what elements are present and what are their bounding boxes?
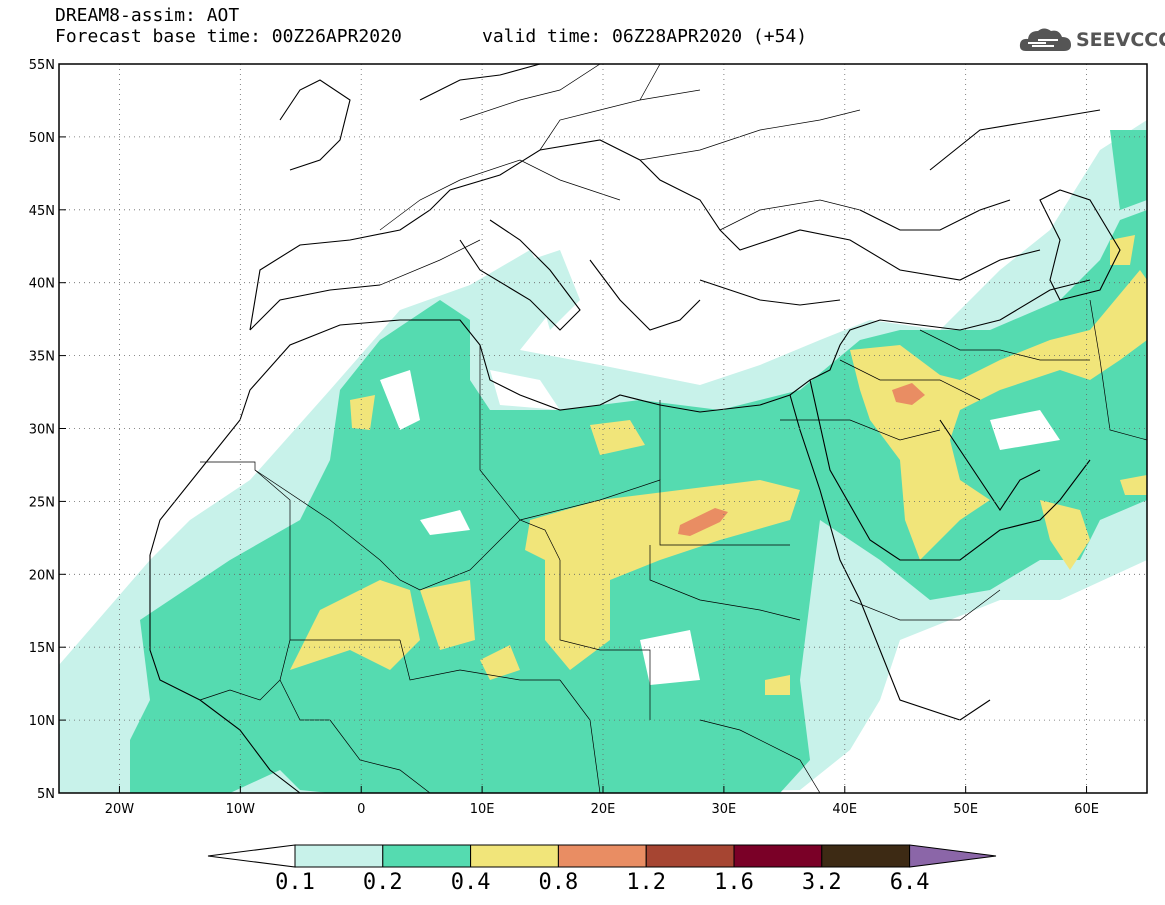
aot-area-0.4 (350, 395, 375, 430)
forecast-base-time: Forecast base time: 00Z26APR2020 (55, 26, 402, 47)
colorbar-label: 3.2 (801, 870, 842, 895)
lon-tick-label: 10E (470, 802, 495, 817)
colorbar-swatch (382, 844, 472, 868)
colorbar-swatch (294, 844, 384, 868)
lat-tick-label: 55N (29, 58, 55, 73)
aot-area-0.4 (290, 580, 420, 670)
aot-area-0.8 (678, 508, 728, 536)
lon-tick-label: 60E (1074, 802, 1099, 817)
lat-tick-label: 40N (29, 277, 55, 292)
aot-hole (640, 630, 700, 685)
lat-tick-label: 30N (29, 423, 55, 438)
aot-hole (490, 370, 560, 410)
colorbar-label: 0.1 (275, 870, 315, 895)
colorbar-label: 1.2 (626, 870, 667, 895)
colorbar-label: 0.8 (538, 870, 579, 895)
lat-tick-label: 5N (37, 787, 55, 802)
colorbar-label: 0.4 (450, 870, 491, 895)
seevccc-logo: SEEVCCC (1018, 24, 1165, 56)
lon-tick-label: 20W (105, 802, 135, 817)
lon-tick-label: 40E (832, 802, 857, 817)
logo-text: SEEVCCC (1076, 29, 1165, 51)
lat-tick-label: 45N (29, 204, 55, 219)
lon-tick-label: 0 (357, 802, 365, 817)
lat-tick-label: 20N (29, 568, 55, 583)
aot-area-0.4 (590, 420, 645, 455)
colorbar-swatch (557, 844, 647, 868)
lon-tick-label: 50E (953, 802, 978, 817)
lat-tick-label: 10N (29, 714, 55, 729)
aot-hole (990, 410, 1060, 450)
colorbar-under-arrow (207, 844, 296, 868)
lat-tick-label: 50N (29, 131, 55, 146)
lon-tick-label: 20E (591, 802, 616, 817)
colorbar-label: 6.4 (889, 870, 930, 895)
aot-area-0.4 (525, 480, 800, 670)
aot-area-0.4 (1120, 475, 1147, 495)
valid-time: valid time: 06Z28APR2020 (+54) (482, 26, 808, 47)
colorbar (207, 844, 997, 868)
aot-area-0.4 (1040, 500, 1090, 570)
lon-tick-label: 30E (712, 802, 737, 817)
colorbar-over-arrow (909, 844, 997, 868)
aot-area-0.1 (530, 250, 580, 330)
aot-area-0.4 (850, 270, 1147, 560)
colorbar-swatch (733, 844, 823, 868)
cloud-icon (1019, 28, 1071, 51)
colorbar-swatch (821, 844, 911, 868)
aot-field (59, 120, 1147, 793)
lat-tick-label: 15N (29, 641, 55, 656)
colorbar-swatch (645, 844, 735, 868)
aot-hole (380, 370, 420, 430)
axis-ticks: 55N 50N 45N 40N 35N 30N 25N 20N 15N 10N 5N 20W 10W 0 1… (29, 58, 1099, 817)
colorbar-label: 1.6 (714, 870, 754, 895)
aot-area-0.8 (892, 383, 925, 405)
aot-area-0.2 (1110, 130, 1147, 210)
aot-area-0.4 (765, 675, 790, 695)
colorbar-label: 0.2 (362, 870, 403, 895)
country-borders (199, 64, 1147, 793)
aot-area-0.4 (480, 645, 520, 680)
aot-hole (420, 510, 470, 535)
colorbar-swatch (470, 844, 559, 868)
aot-area-0.4 (420, 580, 475, 650)
product-title: DREAM8-assim: AOT (55, 5, 240, 26)
lat-tick-label: 35N (29, 350, 55, 365)
lon-tick-label: 10W (226, 802, 256, 817)
lat-tick-label: 25N (29, 495, 55, 510)
